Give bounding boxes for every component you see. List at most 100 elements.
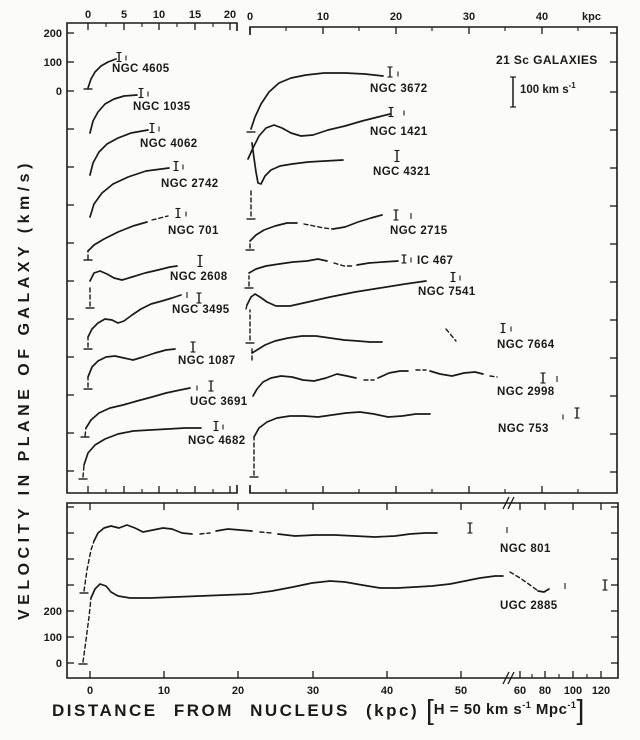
tick-label: 0 (247, 11, 253, 23)
rotation-curve-segment (252, 373, 357, 397)
tick-label: 60 (514, 685, 526, 697)
galaxy-label: NGC 4062 (140, 138, 198, 150)
rotation-curve-segment (333, 262, 354, 267)
error-bar (500, 322, 506, 334)
tick-label: 15 (189, 9, 201, 21)
series-NGC-2715: NGC 2715 (245, 209, 448, 251)
galaxy-label: NGC 3495 (172, 304, 230, 316)
error-bar (393, 209, 399, 221)
rotation-curve-segment (250, 72, 384, 130)
rotation-curve-segment (509, 571, 538, 591)
error-bar (173, 160, 179, 172)
open-bracket: [ (426, 694, 434, 725)
rotation-curve-segment (199, 532, 211, 535)
rotation-curve-segment (87, 58, 117, 89)
rotation-curve-segment (87, 221, 148, 252)
rotation-curve-segment (89, 167, 170, 218)
y-tick-label: 100 (44, 57, 62, 69)
galaxy-label: NGC 1087 (178, 355, 236, 367)
tick-label: 30 (463, 11, 475, 23)
tick-label: 0 (85, 9, 91, 21)
series-IC-467: IC 467 (244, 254, 453, 289)
rotation-curve-segment (249, 222, 298, 242)
panel-border (66, 22, 238, 494)
galaxy-label: NGC 3672 (370, 83, 428, 95)
error-bar (213, 420, 219, 432)
rotation-curve-segment (247, 113, 391, 160)
error-bar (388, 106, 394, 118)
axis-break (502, 671, 515, 685)
tick-label: 120 (592, 685, 610, 697)
tick-label: 50 (455, 685, 467, 697)
tick-label: 10 (158, 685, 170, 697)
tick-label: 20 (390, 11, 402, 23)
tick-label: 40 (381, 685, 393, 697)
tick-label: 20 (232, 685, 244, 697)
error-bar (116, 51, 122, 63)
series-NGC-7541: NGC 7541 (245, 271, 476, 310)
error-bar (196, 292, 202, 304)
galaxy-label: UGC 3691 (190, 396, 248, 408)
velocity-scale-bar (510, 76, 516, 108)
galaxy-label: NGC 801 (500, 543, 551, 555)
rotation-curve-segment (246, 280, 427, 307)
rotation-curve-segment (83, 540, 95, 592)
hubble-sup-1: -1 (522, 700, 532, 710)
series-NGC-3672: NGC 3672 (246, 66, 428, 133)
error-bar (208, 380, 214, 392)
series-NGC-2608: NGC 2608 (85, 254, 227, 309)
y-tick-label: 0 (56, 658, 62, 670)
rotation-curve-segment (253, 411, 431, 438)
series-NGC-801: NGC 801 (79, 522, 551, 594)
galaxy-label: NGC 2715 (390, 225, 448, 237)
galaxy-label: NGC 7664 (497, 339, 555, 351)
panel-bottom: 0 10 20 30 40 50 60 80 100 120 200 100 0 (44, 496, 619, 697)
axis-unit-label: kpc (582, 11, 601, 23)
error-bar (540, 372, 546, 384)
tick-label: 5 (121, 9, 127, 21)
rotation-curve-segment (489, 375, 498, 378)
hubble-text-2: Mpc (531, 701, 568, 718)
error-bar (574, 407, 580, 419)
panel-upper_right: 0 10 20 30 40 kpc (247, 11, 618, 494)
galaxy-label: NGC 1421 (370, 126, 428, 138)
galaxy-label: IC 467 (417, 255, 453, 267)
rotation-curve-segment (90, 575, 504, 599)
tick-label: 40 (536, 11, 548, 23)
rotation-curve-segment (251, 142, 344, 185)
rotation-curve-segment (89, 129, 149, 176)
galaxy-label: NGC 4605 (112, 63, 170, 75)
rotation-curve-segment (215, 528, 253, 532)
galaxy-label: NGC 753 (498, 423, 549, 435)
y-axis-title: VELOCITY IN PLANE OF GALAXY (km/s) (16, 159, 33, 620)
series-NGC-7664: NGC 7664 (245, 309, 555, 354)
rotation-curve-segment (84, 427, 87, 437)
error-bar (394, 149, 400, 163)
series-NGC-4321: NGC 4321 (246, 142, 430, 220)
rotation-curve-segment (445, 328, 457, 342)
galaxy-label: NGC 701 (168, 225, 219, 237)
tick-label: 10 (317, 11, 329, 23)
rotation-curve-segment (93, 524, 193, 542)
scalebar-text: 100 km s (520, 83, 569, 96)
rotation-curve-segment (85, 387, 191, 429)
series-NGC-1087: NGC 1087 (83, 341, 236, 390)
series-NGC-4605: NGC 4605 (83, 51, 170, 90)
rotation-curve-segment (83, 427, 202, 466)
y-tick-label: 100 (44, 632, 62, 644)
hubble-constant-note: [H = 50 km s-1 Mpc-1] (426, 694, 584, 726)
tick-label: 10 (153, 9, 165, 21)
series-NGC-1421: NGC 1421 (247, 106, 428, 160)
error-bar (602, 579, 608, 591)
tick-label: 0 (87, 685, 93, 697)
series-UGC-3691: UGC 3691 (80, 380, 248, 438)
galaxy-label: NGC 1035 (133, 101, 191, 113)
galaxy-label: UGC 2885 (500, 600, 558, 612)
galaxy-label: NGC 2742 (161, 178, 219, 190)
rotation-curve-segment (332, 214, 383, 230)
galaxy-label: NGC 7541 (418, 286, 476, 298)
series-NGC-4682: NGC 4682 (78, 420, 245, 480)
panel-border (66, 502, 619, 679)
